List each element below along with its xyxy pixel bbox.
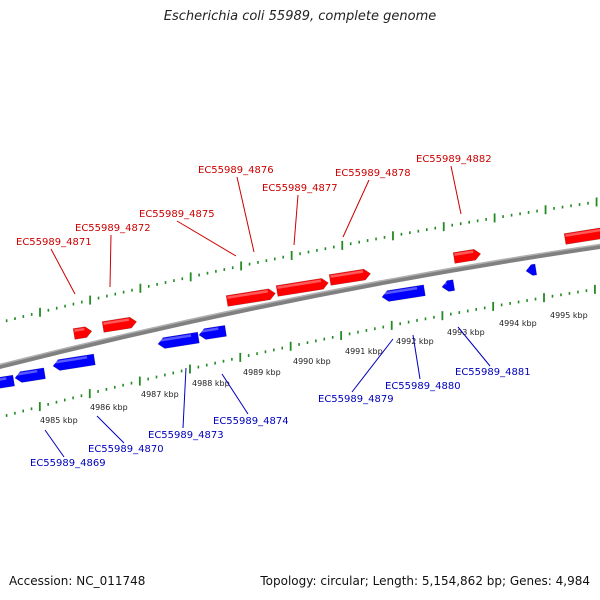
reverse-leader-line — [412, 334, 421, 380]
forward-gene — [72, 326, 93, 340]
reverse-gene-label: EC55989_4879 — [318, 394, 394, 405]
forward-gene — [225, 288, 276, 307]
forward-gene-shape — [72, 326, 93, 340]
ruler-label: 4989 kbp — [243, 368, 281, 377]
reverse-gene-shine — [15, 369, 38, 376]
reverse-leader-line — [182, 367, 187, 429]
reverse-gene-shine — [199, 327, 219, 333]
forward-gene-shine — [227, 289, 269, 299]
forward-gene-shine — [277, 279, 322, 289]
forward-gene-shine — [330, 270, 364, 278]
forward-gene-shine — [74, 327, 85, 332]
forward-leader-line — [176, 220, 237, 257]
ruler-label: 4987 kbp — [141, 390, 179, 399]
forward-gene-label: EC55989_4876 — [198, 165, 274, 176]
reverse-gene — [381, 284, 426, 302]
forward-gene-shape — [563, 227, 600, 245]
ruler-label: 4994 kbp — [499, 319, 537, 328]
reverse-gene-shine — [0, 377, 7, 382]
forward-gene — [275, 278, 329, 297]
genome-backbone — [0, 243, 600, 370]
forward-gene-label: EC55989_4882 — [416, 154, 492, 165]
reverse-gene-shine — [382, 286, 418, 295]
forward-gene-label: EC55989_4877 — [262, 183, 338, 194]
reverse-gene — [198, 325, 227, 340]
forward-gene-shine — [103, 318, 130, 325]
forward-leader-line — [109, 234, 112, 288]
forward-gene-shape — [275, 278, 329, 297]
reverse-gene-shine — [53, 356, 88, 364]
map-title: Escherichia coli 55989, complete genome — [163, 9, 437, 24]
forward-gene-label: EC55989_4872 — [75, 223, 151, 234]
reverse-leader-line — [96, 415, 125, 444]
forward-leader-line — [450, 165, 462, 215]
reverse-gene-label: EC55989_4874 — [213, 416, 289, 427]
ruler-label: 4991 kbp — [345, 347, 383, 356]
forward-gene-label: EC55989_4875 — [139, 209, 215, 220]
accession-text: Accession: NC_011748 — [9, 574, 146, 588]
inner-scale-guide — [0, 287, 600, 420]
forward-gene-shape — [328, 268, 371, 286]
reverse-gene-label: EC55989_4869 — [30, 458, 106, 469]
reverse-gene — [157, 331, 200, 349]
reverse-gene-shine — [442, 281, 447, 285]
forward-gene-shape — [101, 316, 138, 333]
topology-text: Topology: circular; Length: 5,154,862 bp… — [260, 574, 590, 588]
ruler-label: 4993 kbp — [447, 328, 485, 337]
reverse-leader-line — [221, 373, 249, 415]
forward-gene — [452, 248, 482, 264]
reverse-gene — [525, 263, 538, 276]
forward-gene-shape — [452, 248, 482, 264]
ruler-label: 4992 kbp — [396, 337, 434, 346]
reverse-gene-shape — [381, 284, 426, 302]
forward-leader-line — [342, 179, 370, 238]
reverse-gene-shape — [525, 263, 538, 276]
reverse-gene-shape — [14, 367, 46, 383]
reverse-gene-shape — [52, 353, 96, 371]
reverse-gene — [0, 374, 15, 389]
reverse-leader-line — [44, 429, 65, 458]
forward-gene-label: EC55989_4871 — [16, 237, 92, 248]
reverse-gene-label: EC55989_4870 — [88, 444, 164, 455]
ruler-label: 4988 kbp — [192, 379, 230, 388]
forward-gene-label: EC55989_4878 — [335, 168, 411, 179]
ruler-label: 4990 kbp — [293, 357, 331, 366]
ruler-label: 4995 kbp — [550, 311, 588, 320]
forward-gene — [328, 268, 371, 286]
forward-gene-shape — [225, 288, 276, 307]
forward-leader-line — [50, 248, 76, 295]
reverse-leader-line — [457, 326, 491, 367]
forward-leader-line — [236, 176, 255, 253]
reverse-gene-shape — [0, 374, 15, 389]
reverse-gene-label: EC55989_4873 — [148, 430, 224, 441]
reverse-leader-line — [351, 338, 394, 393]
reverse-gene-shape — [157, 331, 200, 349]
reverse-gene-label: EC55989_4881 — [455, 367, 531, 378]
ruler-label: 4986 kbp — [90, 403, 128, 412]
reverse-gene-label: EC55989_4880 — [385, 381, 461, 392]
reverse-gene — [52, 353, 96, 371]
forward-gene — [563, 227, 600, 245]
ruler-label: 4985 kbp — [40, 416, 78, 425]
forward-gene-shine — [565, 228, 600, 237]
forward-gene-shine — [454, 250, 474, 256]
forward-leader-line — [293, 194, 299, 246]
reverse-gene-shape — [441, 279, 456, 292]
reverse-gene — [441, 279, 456, 292]
reverse-gene-shape — [198, 325, 227, 340]
reverse-gene-shine — [526, 266, 529, 269]
forward-gene — [101, 316, 138, 333]
reverse-gene — [14, 367, 46, 383]
genome-backbone-highlight — [0, 243, 600, 366]
reverse-gene-shine — [158, 334, 192, 342]
